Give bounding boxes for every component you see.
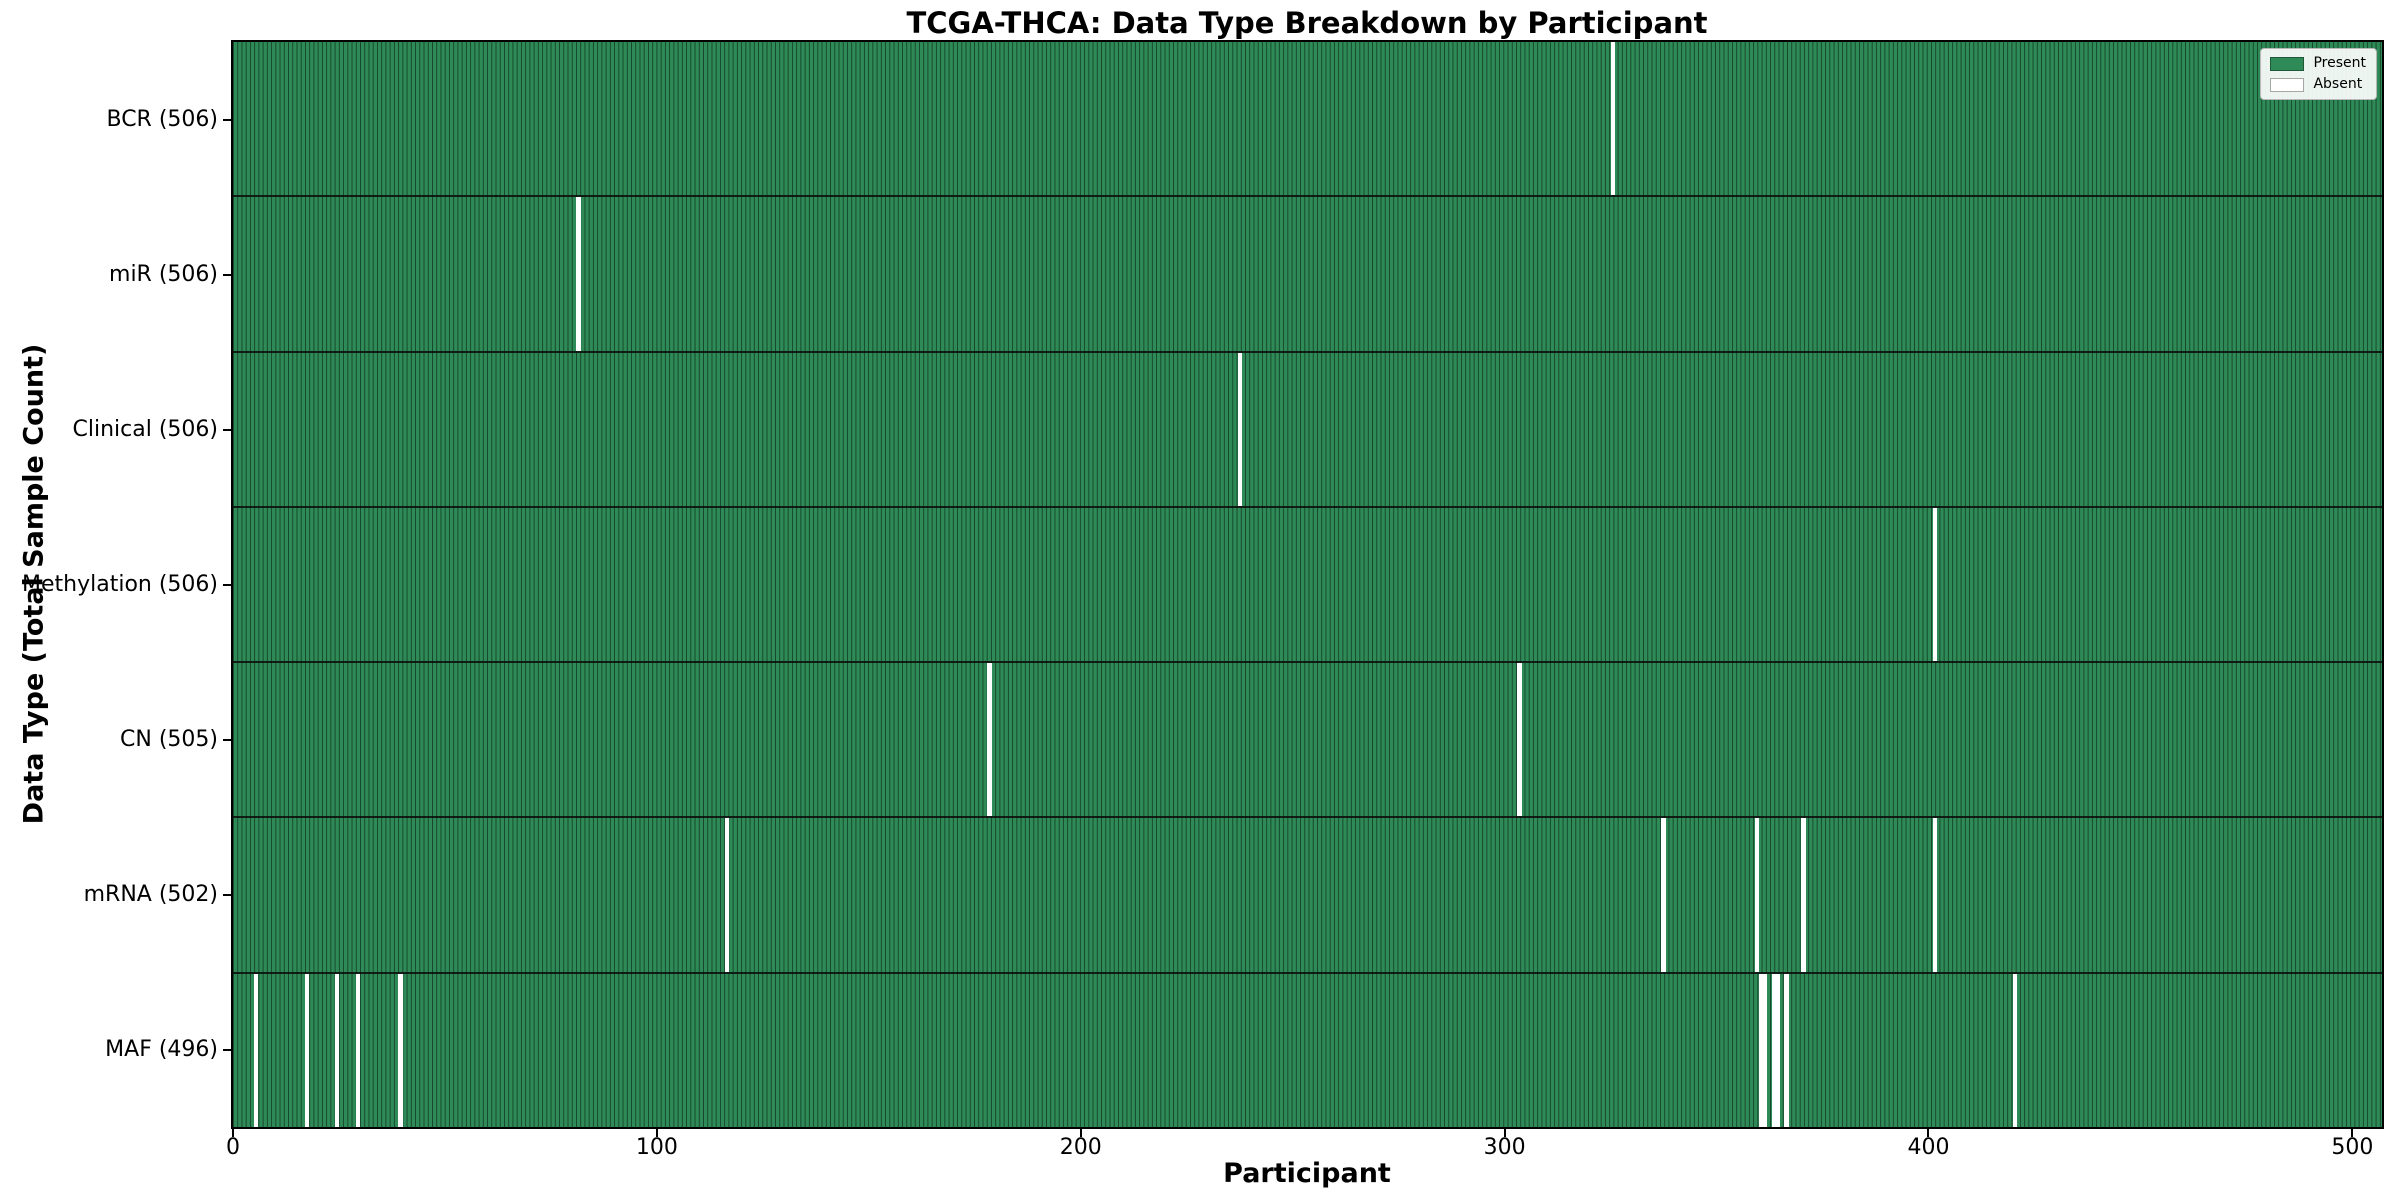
row-BCR (233, 42, 2382, 196)
x-tick-label: 500 (2331, 1135, 2374, 1160)
y-tick (223, 583, 231, 586)
x-tick (655, 1129, 658, 1137)
y-tick (223, 893, 231, 896)
row-mRNA (233, 816, 2382, 972)
x-tick-label: 200 (1059, 1135, 1102, 1160)
x-tick (232, 1129, 234, 1137)
legend: Present Absent (2260, 48, 2377, 100)
absent-gap (1784, 973, 1789, 1127)
x-tick-label: 0 (226, 1135, 240, 1160)
absent-gap (1517, 663, 1522, 817)
absent-gap (1775, 973, 1781, 1127)
absent-gap (254, 973, 259, 1127)
absent-gap (576, 197, 581, 351)
absent-gap (1661, 818, 1666, 972)
y-tick (223, 738, 231, 741)
x-tick (1503, 1129, 1506, 1137)
absent-gap (1758, 973, 1764, 1127)
row-Clinical (233, 350, 2382, 506)
x-tick (2351, 1129, 2354, 1137)
y-tick-label-MAF: MAF (496) (105, 1036, 218, 1062)
row-miR (233, 195, 2382, 351)
y-tick-label-BCR: BCR (506) (106, 106, 218, 132)
row-Methylation (233, 505, 2382, 662)
present-swatch-icon (2270, 56, 2305, 71)
legend-item-present: Present (2270, 56, 2366, 71)
absent-gap (1237, 352, 1242, 506)
absent-gap (1763, 973, 1768, 1127)
x-tick (1927, 1129, 1930, 1137)
x-tick (1079, 1129, 1082, 1137)
absent-gap (1771, 973, 1776, 1127)
x-tick-label: 400 (1907, 1135, 1950, 1160)
legend-label: Absent (2313, 76, 2363, 92)
absent-swatch-icon (2270, 77, 2305, 92)
y-tick (223, 273, 231, 276)
y-tick (223, 118, 231, 121)
absent-gap (1932, 818, 1937, 972)
absent-gap (2013, 973, 2018, 1127)
absent-gap (1610, 42, 1615, 196)
legend-label: Present (2313, 55, 2366, 71)
absent-gap (1754, 818, 1759, 972)
absent-gap (334, 973, 339, 1127)
y-tick-label-Clinical: Clinical (506) (72, 416, 218, 442)
y-tick-label-miR: miR (506) (109, 261, 218, 287)
absent-gap (1932, 507, 1937, 662)
row-MAF (233, 971, 2382, 1127)
absent-gap (398, 973, 403, 1127)
y-tick (223, 428, 231, 431)
x-tick-label: 300 (1483, 1135, 1526, 1160)
absent-gap (724, 818, 729, 972)
legend-item-absent: Absent (2270, 77, 2366, 92)
plot-area: Present Absent (231, 40, 2384, 1129)
absent-gap (1801, 818, 1806, 972)
x-tick-label: 100 (635, 1135, 678, 1160)
y-tick-label-mRNA: mRNA (502) (83, 881, 218, 907)
chart-title: TCGA-THCA: Data Type Breakdown by Partic… (906, 6, 1708, 40)
absent-gap (987, 663, 992, 817)
y-tick-label-CN: CN (505) (120, 726, 218, 752)
y-tick-label-Methylation: Methylation (506) (22, 571, 218, 597)
y-tick (223, 1048, 231, 1051)
absent-gap (355, 973, 361, 1127)
absent-gap (305, 973, 310, 1127)
x-axis-label: Participant (1223, 1158, 1391, 1189)
row-CN (233, 661, 2382, 817)
